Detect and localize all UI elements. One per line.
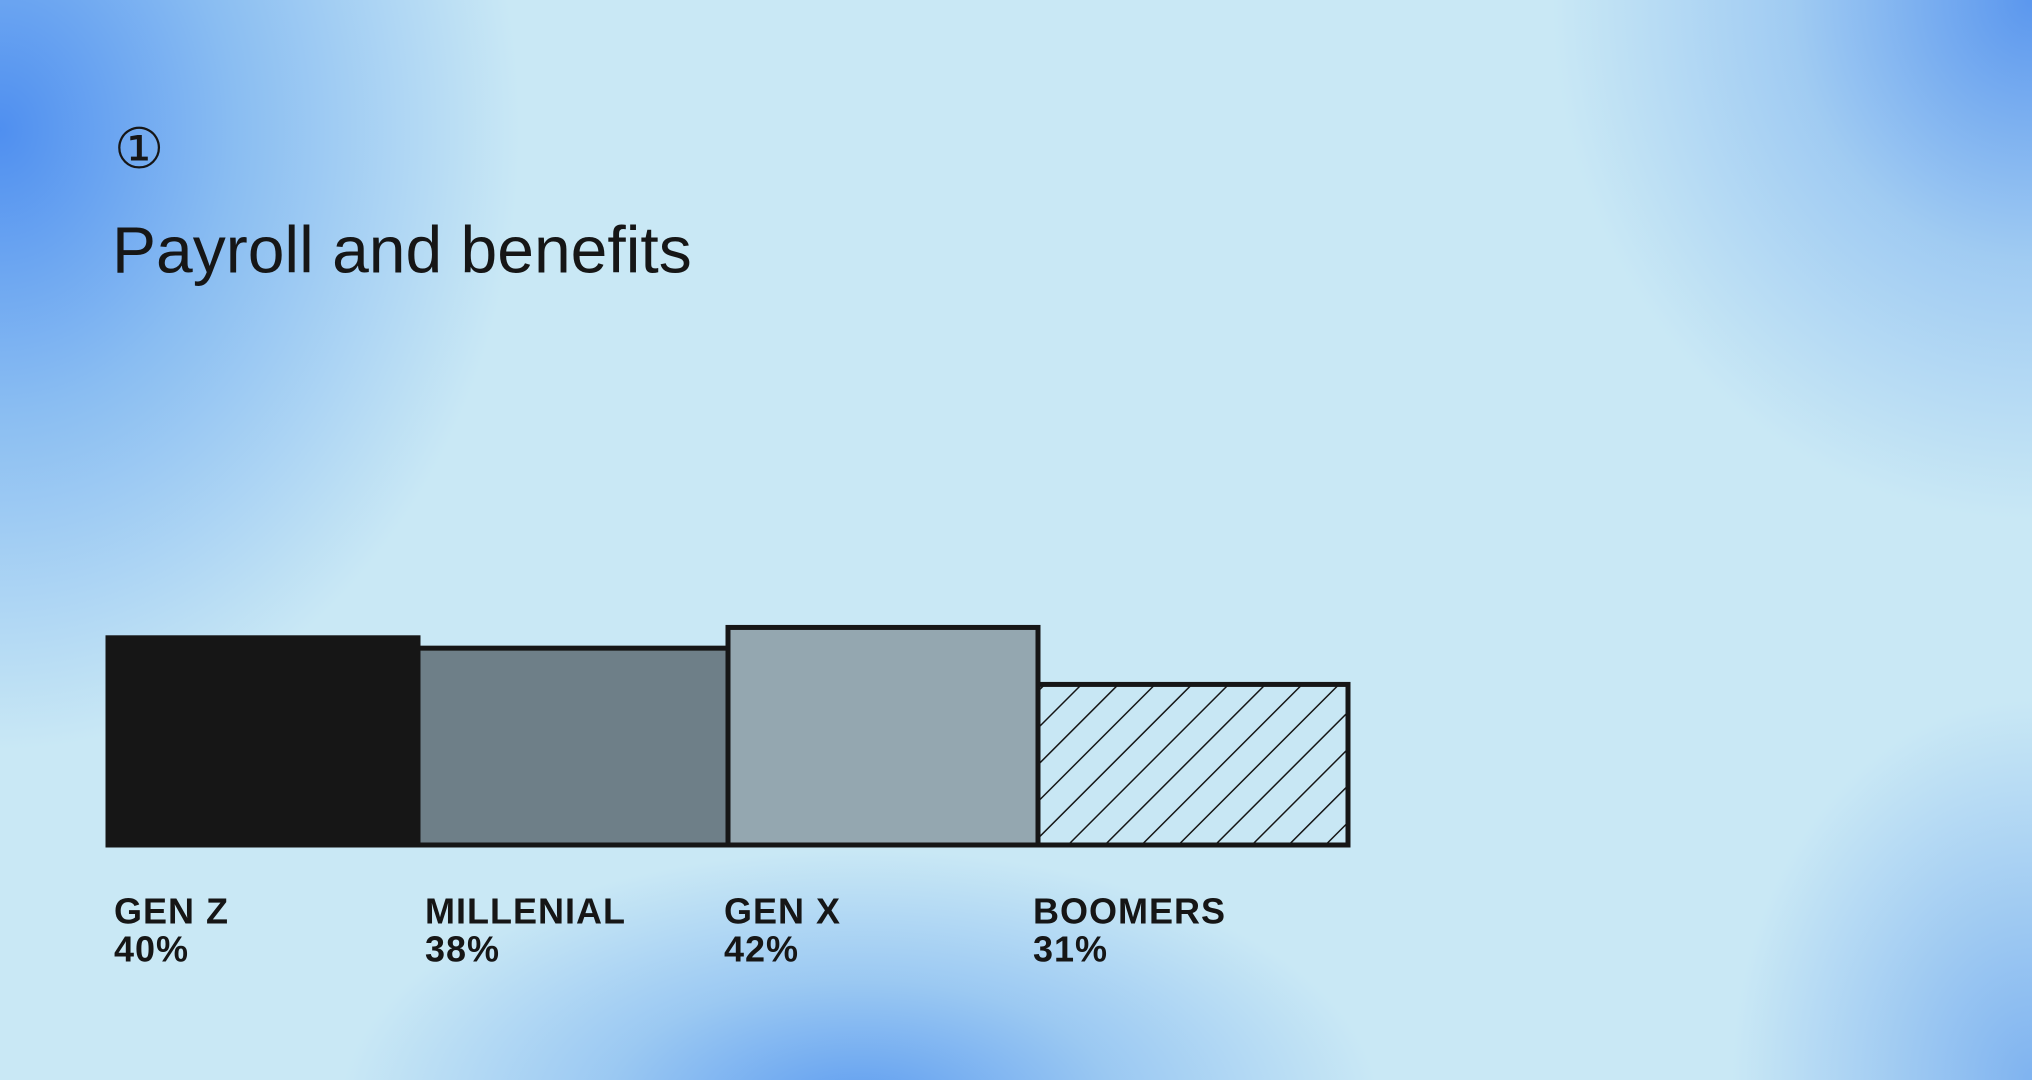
bar bbox=[105, 635, 421, 848]
value-label: 42% bbox=[724, 929, 799, 970]
bar bbox=[415, 645, 731, 848]
bar bbox=[1035, 681, 1351, 848]
value-label: 38% bbox=[425, 929, 500, 970]
value-label: 40% bbox=[114, 929, 189, 970]
bar bbox=[725, 624, 1041, 848]
category-label: GEN X bbox=[724, 891, 841, 932]
step-marker: ① bbox=[114, 117, 164, 180]
chart-title: Payroll and benefits bbox=[112, 212, 692, 286]
value-label: 31% bbox=[1033, 929, 1108, 970]
category-label: GEN Z bbox=[114, 891, 229, 932]
category-label: BOOMERS bbox=[1033, 891, 1226, 932]
category-label: MILLENIAL bbox=[425, 891, 626, 932]
